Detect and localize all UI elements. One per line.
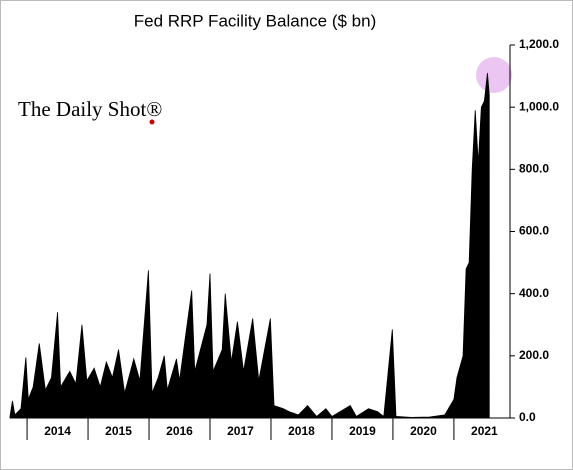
watermark-dot: [149, 119, 155, 125]
x-tick-label: 2017: [227, 424, 254, 438]
y-tick-label: 1,000.0: [519, 99, 559, 113]
chart-title: Fed RRP Facility Balance ($ bn): [134, 11, 377, 30]
x-tick-label: 2016: [166, 424, 193, 438]
y-tick-label: 400.0: [519, 286, 549, 300]
x-tick-label: 2019: [349, 424, 376, 438]
x-tick-label: 2014: [44, 424, 71, 438]
y-tick-label: 600.0: [519, 224, 549, 238]
area: [9, 72, 490, 419]
watermark: The Daily Shot®: [18, 97, 162, 121]
highlight-circle: [476, 57, 512, 93]
x-tick-label: 2020: [410, 424, 437, 438]
x-tick-label: 2018: [288, 424, 315, 438]
x-tick-label: 2015: [105, 424, 132, 438]
y-tick-label: 1,200.0: [519, 37, 559, 51]
y-tick-label: 800.0: [519, 162, 549, 176]
x-tick-label: 2021: [471, 424, 498, 438]
y-tick-label: 0.0: [519, 410, 536, 424]
y-tick-label: 200.0: [519, 348, 549, 362]
